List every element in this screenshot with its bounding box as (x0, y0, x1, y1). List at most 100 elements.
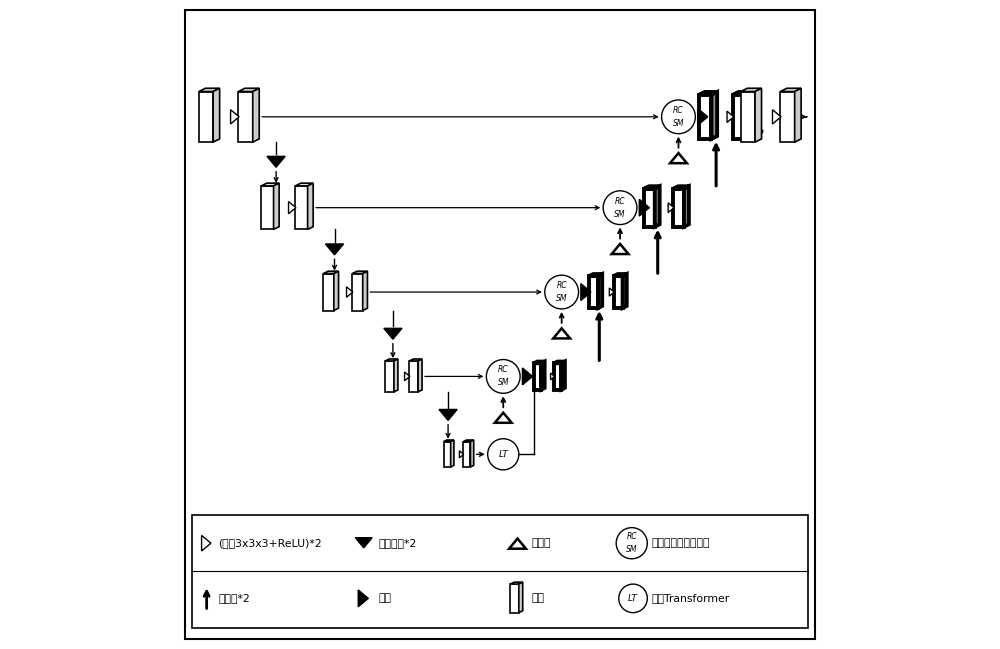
Polygon shape (644, 186, 660, 189)
Polygon shape (733, 95, 745, 139)
Text: 残差感知注意力机制: 残差感知注意力机制 (651, 538, 710, 548)
Text: LT: LT (498, 450, 508, 459)
Polygon shape (553, 328, 570, 338)
Polygon shape (733, 92, 751, 95)
Text: SM: SM (497, 378, 509, 387)
Polygon shape (655, 186, 660, 227)
Polygon shape (534, 361, 545, 363)
Polygon shape (772, 110, 781, 124)
Polygon shape (213, 88, 220, 142)
Text: (卷积3x3x3+ReLU)*2: (卷积3x3x3+ReLU)*2 (218, 538, 322, 548)
Text: 最大池化*2: 最大池化*2 (378, 538, 416, 548)
Polygon shape (510, 582, 523, 584)
Polygon shape (451, 440, 454, 467)
Polygon shape (780, 92, 795, 142)
FancyBboxPatch shape (185, 10, 815, 639)
Polygon shape (519, 582, 523, 613)
Polygon shape (295, 183, 313, 186)
Text: SM: SM (673, 119, 684, 128)
Polygon shape (609, 288, 614, 296)
Polygon shape (684, 186, 689, 227)
Polygon shape (231, 110, 239, 124)
Text: LT: LT (628, 594, 638, 603)
Polygon shape (347, 287, 353, 297)
Polygon shape (409, 361, 418, 392)
Polygon shape (614, 276, 623, 308)
Polygon shape (495, 413, 512, 422)
Polygon shape (755, 88, 762, 142)
Polygon shape (795, 88, 801, 142)
Polygon shape (699, 92, 717, 95)
Polygon shape (325, 244, 344, 255)
Circle shape (486, 360, 520, 393)
Polygon shape (352, 271, 367, 274)
Polygon shape (598, 274, 602, 308)
Polygon shape (470, 440, 474, 467)
Polygon shape (334, 271, 339, 310)
Polygon shape (589, 276, 598, 308)
Polygon shape (355, 538, 372, 548)
Circle shape (619, 584, 647, 613)
Polygon shape (261, 186, 274, 230)
Text: RC: RC (673, 106, 684, 115)
Text: RC: RC (615, 197, 625, 206)
Polygon shape (394, 359, 398, 392)
Circle shape (662, 100, 695, 134)
Polygon shape (745, 92, 751, 139)
Polygon shape (780, 88, 801, 92)
Polygon shape (623, 274, 627, 308)
Polygon shape (202, 535, 211, 551)
Polygon shape (199, 92, 213, 142)
Polygon shape (238, 88, 259, 92)
Polygon shape (644, 189, 655, 227)
Circle shape (616, 528, 647, 559)
Polygon shape (384, 328, 402, 339)
Polygon shape (439, 410, 457, 421)
Polygon shape (727, 111, 734, 123)
Polygon shape (363, 271, 367, 310)
Polygon shape (409, 359, 422, 361)
Circle shape (545, 275, 579, 309)
Polygon shape (612, 244, 629, 254)
Polygon shape (267, 156, 285, 167)
Text: 跳接: 跳接 (378, 593, 391, 604)
Polygon shape (463, 440, 474, 442)
Polygon shape (554, 363, 561, 389)
Text: 门信号: 门信号 (531, 538, 551, 548)
Polygon shape (670, 153, 687, 163)
Polygon shape (673, 186, 689, 189)
Polygon shape (698, 108, 708, 125)
Polygon shape (238, 92, 253, 142)
Polygon shape (510, 584, 519, 613)
Text: SM: SM (626, 545, 637, 554)
Polygon shape (534, 363, 541, 389)
Polygon shape (589, 274, 602, 276)
Polygon shape (699, 95, 711, 139)
Polygon shape (463, 442, 470, 467)
Text: RC: RC (626, 532, 637, 541)
Polygon shape (358, 590, 368, 607)
Polygon shape (352, 274, 363, 310)
Text: SM: SM (556, 294, 567, 303)
Text: RC: RC (556, 281, 567, 290)
Polygon shape (541, 361, 545, 389)
Polygon shape (639, 199, 649, 216)
Polygon shape (385, 359, 398, 361)
Polygon shape (385, 361, 394, 392)
Polygon shape (741, 88, 762, 92)
Polygon shape (522, 368, 533, 385)
Polygon shape (405, 372, 410, 381)
Polygon shape (741, 92, 755, 142)
Polygon shape (444, 440, 454, 442)
Polygon shape (295, 186, 308, 230)
Text: 上采样*2: 上采样*2 (218, 593, 250, 604)
Polygon shape (509, 539, 526, 548)
Polygon shape (614, 274, 627, 276)
Polygon shape (581, 284, 591, 300)
Polygon shape (561, 361, 565, 389)
Polygon shape (711, 92, 717, 139)
Polygon shape (323, 271, 339, 274)
Circle shape (488, 439, 519, 470)
Polygon shape (199, 88, 220, 92)
Text: 轻量Transformer: 轻量Transformer (651, 593, 729, 604)
